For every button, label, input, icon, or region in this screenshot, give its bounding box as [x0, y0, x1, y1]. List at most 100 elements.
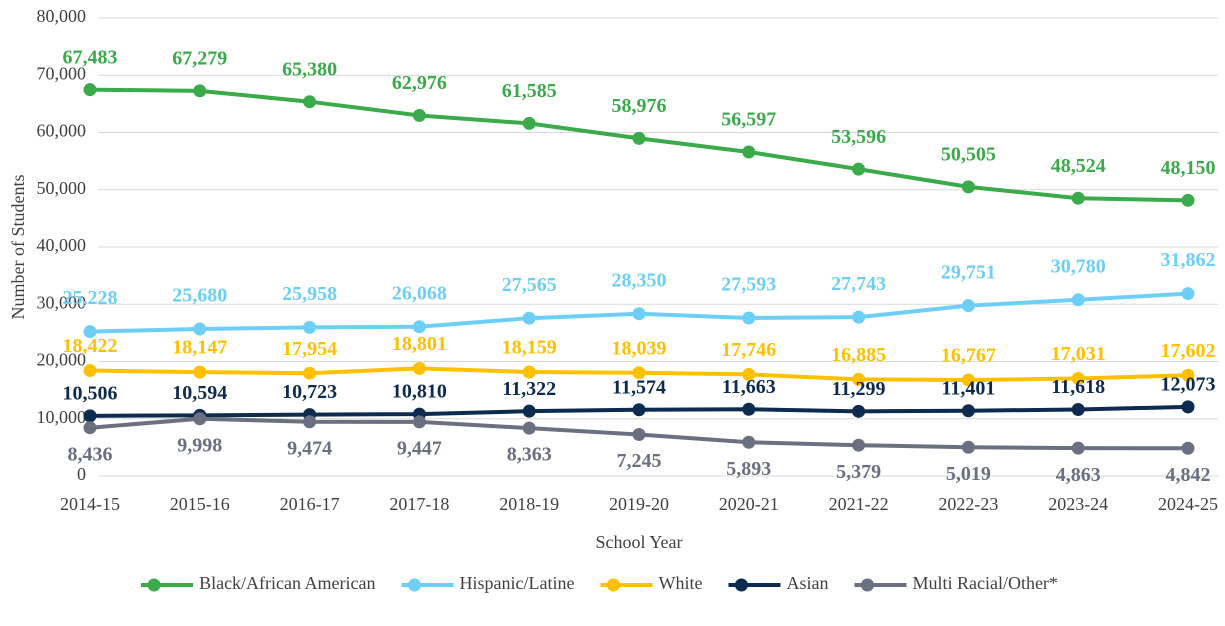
data-point	[961, 373, 975, 387]
data-label: 11,618	[1051, 376, 1105, 398]
data-point	[1071, 441, 1085, 455]
legend-label: White	[658, 573, 702, 593]
y-axis-label: Number of Students	[8, 175, 28, 320]
data-point	[1181, 368, 1195, 382]
data-label: 18,039	[612, 337, 667, 359]
data-label: 9,998	[177, 434, 222, 456]
x-tick-label: 2015-16	[170, 494, 230, 514]
data-label: 53,596	[831, 126, 886, 148]
data-label: 18,159	[502, 337, 557, 359]
data-point	[961, 299, 975, 313]
data-label: 10,506	[63, 382, 118, 404]
data-label: 9,447	[397, 438, 442, 460]
data-label: 67,279	[172, 47, 227, 69]
data-point	[193, 84, 207, 98]
data-point	[193, 322, 207, 336]
data-label: 31,862	[1161, 249, 1216, 271]
data-point	[852, 162, 866, 176]
data-label: 25,228	[63, 287, 118, 309]
data-label: 17,031	[1051, 343, 1106, 365]
data-point	[83, 325, 97, 339]
data-point	[1071, 371, 1085, 385]
data-label: 5,019	[946, 463, 991, 485]
data-point	[742, 435, 756, 449]
data-point	[1071, 293, 1085, 307]
data-label: 4,842	[1166, 464, 1211, 486]
data-point	[522, 116, 536, 130]
data-label: 28,350	[612, 269, 667, 291]
data-point	[961, 180, 975, 194]
data-point	[83, 83, 97, 97]
data-label: 29,751	[941, 261, 996, 283]
legend-label: Hispanic/Latine	[460, 573, 575, 593]
data-point	[522, 421, 536, 435]
x-tick-label: 2021-22	[829, 494, 889, 514]
data-label: 11,663	[722, 376, 776, 398]
data-label: 10,594	[172, 382, 227, 404]
data-label: 65,380	[282, 58, 337, 80]
data-label: 27,743	[831, 273, 886, 295]
y-tick-label: 50,000	[37, 178, 87, 198]
data-label: 18,147	[172, 337, 227, 359]
data-label: 27,593	[721, 274, 776, 296]
data-point	[632, 131, 646, 145]
data-point	[961, 404, 975, 418]
data-point	[852, 372, 866, 386]
data-point	[1181, 400, 1195, 414]
x-axis-label: School Year	[595, 532, 682, 552]
data-label: 18,801	[392, 333, 447, 355]
data-label: 56,597	[721, 109, 776, 131]
data-label: 17,746	[721, 339, 776, 361]
legend-label: Asian	[786, 573, 828, 593]
data-point	[852, 404, 866, 418]
data-point	[961, 440, 975, 454]
data-point	[303, 415, 317, 429]
data-label: 10,723	[282, 381, 337, 403]
y-tick-label: 60,000	[37, 121, 87, 141]
data-point	[1071, 191, 1085, 205]
data-point	[632, 366, 646, 380]
x-tick-label: 2023-24	[1048, 494, 1108, 514]
data-label: 8,363	[507, 444, 552, 466]
data-label: 11,299	[832, 378, 886, 400]
legend-marker	[734, 578, 748, 592]
data-label: 17,954	[282, 338, 337, 360]
y-tick-label: 70,000	[37, 63, 87, 83]
data-label: 25,680	[172, 285, 227, 307]
data-label: 62,976	[392, 72, 447, 94]
data-point	[83, 421, 97, 435]
data-point	[852, 438, 866, 452]
data-label: 17,602	[1161, 340, 1216, 362]
y-tick-label: 10,000	[37, 407, 87, 427]
y-tick-label: 20,000	[37, 350, 87, 370]
x-tick-label: 2024-25	[1158, 494, 1218, 514]
data-point	[83, 409, 97, 423]
data-point	[632, 307, 646, 321]
data-label: 11,401	[941, 377, 995, 399]
x-tick-label: 2014-15	[60, 494, 120, 514]
data-point	[522, 311, 536, 325]
data-label: 5,893	[726, 458, 771, 480]
legend-item: Black/African American	[141, 573, 376, 593]
data-point	[1181, 193, 1195, 207]
x-tick-label: 2017-18	[389, 494, 449, 514]
legend-item: Hispanic/Latine	[401, 573, 575, 593]
data-label: 50,505	[941, 143, 996, 165]
data-point	[1181, 441, 1195, 455]
y-tick-label: 0	[77, 464, 86, 484]
data-point	[412, 415, 426, 429]
data-label: 26,068	[392, 282, 447, 304]
y-tick-label: 30,000	[37, 292, 87, 312]
data-point	[412, 320, 426, 334]
legend-marker	[606, 578, 620, 592]
data-label: 12,073	[1161, 373, 1216, 395]
data-point	[852, 310, 866, 324]
legend-label: Black/African American	[199, 573, 375, 593]
legend-label: Multi Racial/Other*	[912, 573, 1057, 593]
data-point	[303, 366, 317, 380]
x-tick-label: 2018-19	[499, 494, 559, 514]
data-point	[742, 145, 756, 159]
x-tick-label: 2016-17	[280, 494, 340, 514]
data-point	[632, 428, 646, 442]
data-point	[193, 412, 207, 426]
